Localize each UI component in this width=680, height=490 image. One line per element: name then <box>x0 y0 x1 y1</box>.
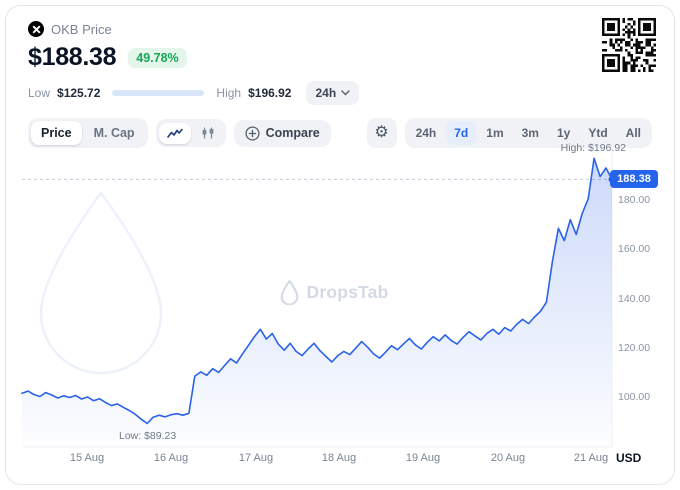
high-annotation: High: $196.92 <box>560 142 626 154</box>
x-axis-label: 15 Aug <box>69 452 105 464</box>
gear-icon: ⚙ <box>374 124 389 141</box>
price-area-fill <box>22 158 612 448</box>
toolbar: Price M. Cap Compare ⚙ 2 <box>6 118 674 148</box>
y-axis-label: 100.00 <box>618 391 651 403</box>
plus-circle-icon <box>245 125 260 141</box>
chart-canvas[interactable] <box>6 138 675 485</box>
y-axis-label: 140.00 <box>618 293 651 305</box>
price-line <box>21 157 613 425</box>
candlestick-chart-type-button[interactable] <box>193 122 223 144</box>
okb-logo-icon <box>28 21 44 37</box>
chevron-down-icon <box>341 90 350 96</box>
tab-price[interactable]: Price <box>31 121 82 145</box>
qr-code <box>602 18 656 72</box>
current-price-tag: 188.38 <box>610 170 658 188</box>
y-axis-label: 180.00 <box>618 194 651 206</box>
y-axis-label: 120.00 <box>618 342 651 354</box>
currency-label: USD <box>616 451 642 465</box>
x-axis-label: 20 Aug <box>490 452 526 464</box>
line-chart-type-button[interactable] <box>158 122 191 144</box>
range-7d[interactable]: 7d <box>446 121 477 145</box>
metric-toggle: Price M. Cap <box>28 118 148 148</box>
time-range-selector: 24h 7d 1m 3m 1y Ytd All <box>404 118 652 148</box>
high-label: High <box>216 86 242 100</box>
coin-label: OKB Price <box>51 21 112 37</box>
settings-button[interactable]: ⚙ <box>366 118 397 148</box>
range-24h[interactable]: 24h <box>408 121 445 145</box>
current-price: $188.38 <box>28 43 117 71</box>
chart-type-toggle <box>155 119 226 147</box>
compare-label: Compare <box>265 126 320 140</box>
high-value: $196.92 <box>248 86 292 100</box>
low-label: Low <box>28 86 51 100</box>
compare-button[interactable]: Compare <box>233 119 331 147</box>
candlestick-icon <box>202 127 213 139</box>
tab-mcap[interactable]: M. Cap <box>84 121 145 145</box>
low-annotation: Low: $89.23 <box>119 430 177 442</box>
range-3m[interactable]: 3m <box>514 121 547 145</box>
range-dropdown[interactable]: 24h <box>306 81 360 105</box>
range-1y[interactable]: 1y <box>549 121 578 145</box>
header: OKB Price $188.38 49.78% Low $125.72 Hig… <box>6 6 674 105</box>
range-all[interactable]: All <box>618 121 649 145</box>
x-axis-label: 17 Aug <box>238 452 274 464</box>
range-1m[interactable]: 1m <box>478 121 511 145</box>
line-chart-icon <box>166 128 183 138</box>
x-axis-label: 16 Aug <box>153 452 189 464</box>
x-axis-label: 19 Aug <box>405 452 441 464</box>
price-change-badge: 49.78% <box>128 47 187 68</box>
x-axis-label: 18 Aug <box>321 452 357 464</box>
okb-price-card: OKB Price $188.38 49.78% Low $125.72 Hig… <box>5 5 675 485</box>
low-value: $125.72 <box>57 86 101 100</box>
range-dropdown-value: 24h <box>315 86 337 100</box>
range-ytd[interactable]: Ytd <box>580 121 615 145</box>
background-droplet-watermark <box>39 190 163 375</box>
price-chart[interactable]: DropsTab High: $196.92 Low: $89.23 188.3… <box>6 138 675 485</box>
price-range-bar <box>112 90 205 96</box>
x-axis-label: 21 Aug <box>573 452 609 464</box>
y-axis-label: 160.00 <box>618 243 651 255</box>
